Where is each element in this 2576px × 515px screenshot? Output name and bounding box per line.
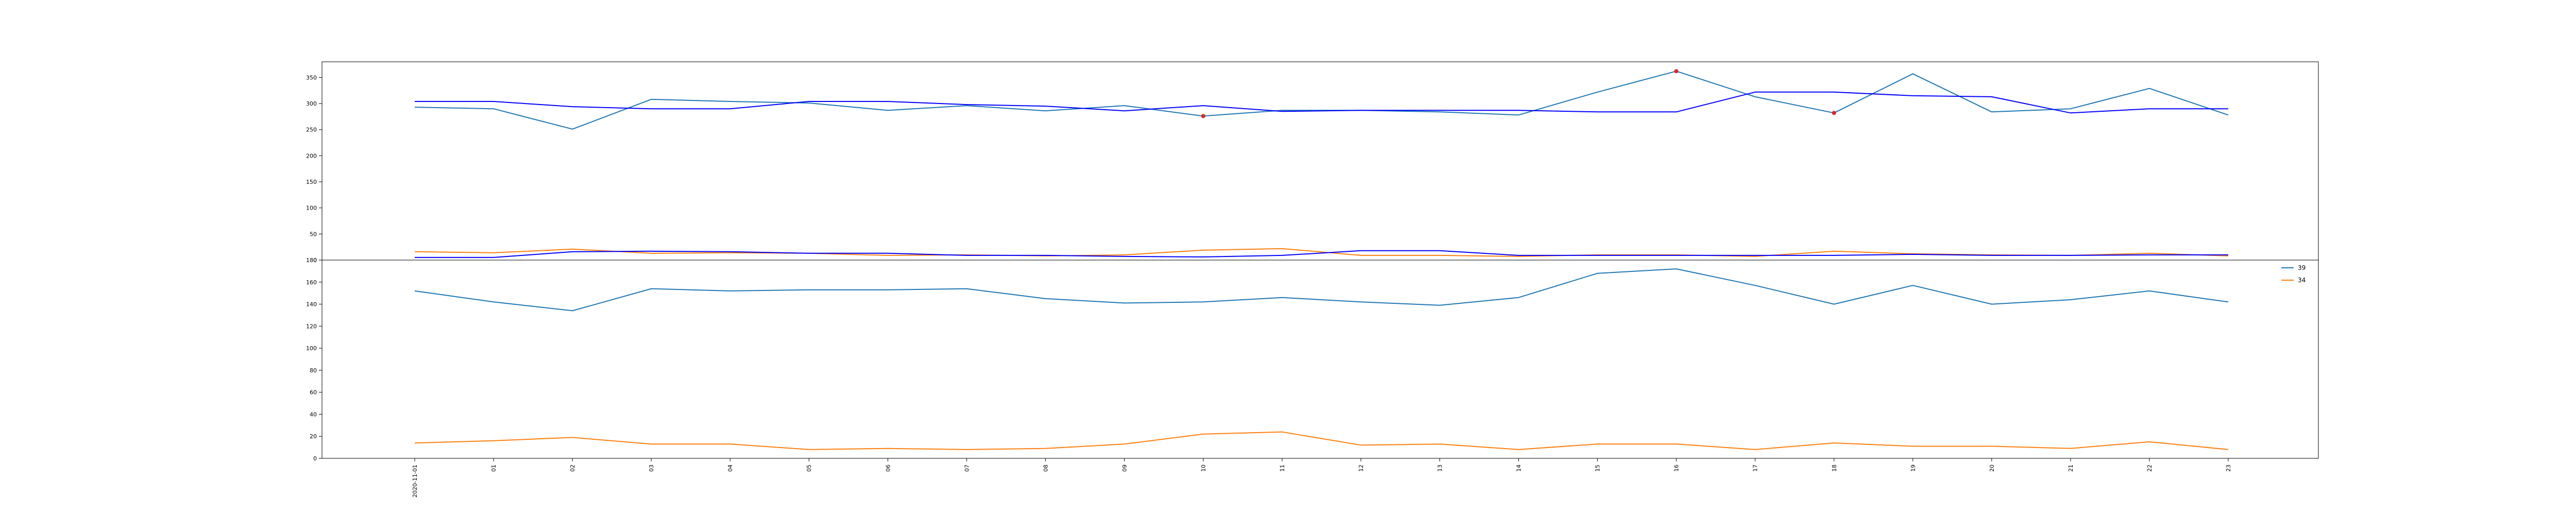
x-tick-label: 17 bbox=[1752, 465, 1759, 472]
top-y-tick-label: 300 bbox=[306, 100, 317, 107]
top-markers-group bbox=[1201, 69, 1836, 118]
x-tick-label: 23 bbox=[2225, 465, 2232, 472]
x-tick-label: 15 bbox=[1595, 465, 1601, 472]
bottom-series-group bbox=[414, 268, 2229, 450]
bottom-y-tick-label: 160 bbox=[306, 279, 317, 286]
top-series-group bbox=[414, 71, 2229, 258]
bottom-y-tick-label: 80 bbox=[310, 367, 317, 374]
top-series-line-1 bbox=[415, 91, 2228, 114]
top-y-tick-label: 250 bbox=[306, 127, 317, 133]
x-tick-label: 05 bbox=[806, 465, 812, 472]
x-tick-label: 21 bbox=[2067, 465, 2074, 472]
x-tick-label: 08 bbox=[1042, 465, 1049, 472]
anomaly-point bbox=[1674, 69, 1679, 74]
top-series-line-2 bbox=[414, 248, 2229, 257]
x-tick-label: 01 bbox=[490, 465, 497, 472]
bottom-y-tick-label: 20 bbox=[310, 433, 317, 440]
legend-label-1: 34 bbox=[2298, 277, 2306, 284]
bottom-y-tick-label: 180 bbox=[306, 257, 317, 264]
top-y-tick-label: 150 bbox=[306, 179, 317, 185]
top-panel: 0 50 100 150 200 250 300 350 bbox=[306, 61, 2319, 264]
bottom-y-tick-label: 40 bbox=[310, 411, 317, 418]
top-y-axis: 0 50 100 150 200 250 300 350 bbox=[306, 74, 322, 264]
top-y-tick-label: 100 bbox=[306, 205, 317, 212]
x-tick-label: 2020-11-01 bbox=[412, 465, 418, 497]
bottom-series-line-0 bbox=[414, 268, 2229, 312]
bottom-y-tick-label: 140 bbox=[306, 301, 317, 308]
legend-label-0: 39 bbox=[2298, 264, 2306, 271]
x-tick-label: 13 bbox=[1437, 465, 1444, 472]
anomaly-point bbox=[1201, 114, 1206, 118]
x-tick-label: 12 bbox=[1358, 465, 1365, 472]
bottom-y-tick-label: 60 bbox=[310, 389, 317, 396]
x-tick-label: 04 bbox=[727, 465, 734, 472]
bottom-y-tick-label: 120 bbox=[306, 323, 317, 330]
x-tick-label: 16 bbox=[1673, 465, 1680, 472]
x-tick-label: 18 bbox=[1831, 465, 1838, 472]
top-y-tick-label: 200 bbox=[306, 152, 317, 159]
x-tick-label: 19 bbox=[1910, 465, 1917, 472]
bottom-y-tick-label: 100 bbox=[306, 345, 317, 352]
top-y-tick-label: 0 bbox=[313, 257, 317, 264]
anomaly-point bbox=[1832, 111, 1836, 115]
bottom-y-axis: 0 20 40 60 80 100 120 140 160 180 bbox=[306, 257, 322, 462]
bottom-series-line-1 bbox=[414, 431, 2229, 450]
top-y-tick-label: 50 bbox=[310, 231, 317, 237]
x-tick-label: 06 bbox=[885, 465, 891, 472]
x-tick-label: 11 bbox=[1279, 465, 1285, 472]
x-tick-label: 22 bbox=[2146, 465, 2153, 472]
bottom-panel: 0 20 40 60 80 100 120 140 160 180 39 34 bbox=[306, 257, 2319, 462]
legend: 39 34 bbox=[2281, 264, 2306, 284]
top-series-line-3 bbox=[415, 250, 2228, 258]
x-tick-label: 14 bbox=[1516, 465, 1522, 472]
x-tick-label: 20 bbox=[1989, 465, 1995, 472]
x-axis: 2020-11-01 01 02 03 04 05 06 07 08 09 10 11 12 13 14 15… bbox=[412, 458, 2232, 497]
x-tick-label: 09 bbox=[1121, 465, 1128, 472]
bottom-y-tick-label: 0 bbox=[313, 455, 317, 462]
x-tick-label: 02 bbox=[569, 465, 576, 472]
top-series-line-0 bbox=[414, 71, 2229, 130]
x-tick-label: 03 bbox=[648, 465, 655, 472]
x-tick-label: 07 bbox=[963, 465, 970, 472]
top-plot-frame bbox=[321, 61, 2319, 261]
bottom-plot-frame bbox=[321, 260, 2319, 459]
x-tick-label: 10 bbox=[1200, 465, 1207, 472]
top-y-tick-label: 350 bbox=[306, 74, 317, 81]
